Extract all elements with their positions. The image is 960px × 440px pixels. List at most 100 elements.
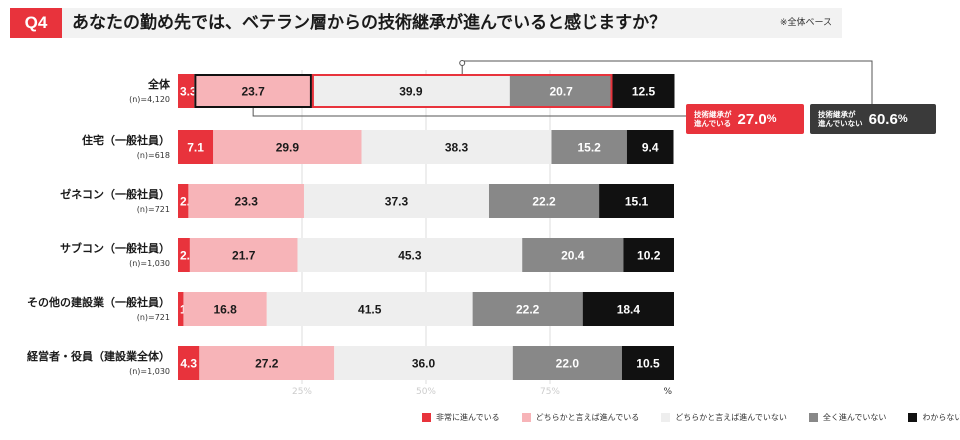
callout-not-progressing-unit: %	[897, 113, 908, 125]
data-label: 39.9	[399, 85, 423, 99]
data-label: 22.2	[532, 195, 556, 209]
connector-dot	[459, 60, 466, 66]
bar-segment	[626, 130, 674, 164]
bar-segment	[582, 292, 674, 326]
callout-not-progressing-value: 60.6	[868, 110, 898, 128]
data-label: 15.1	[625, 195, 649, 209]
bar-segment	[178, 184, 189, 218]
legend-item: わからない	[908, 412, 960, 423]
question-header: Q4 あなたの勤め先では、ベテラン層からの技術継承が進んでいると感じますか？ ※…	[10, 8, 842, 38]
question-number-badge: Q4	[10, 8, 62, 38]
data-label: 4.3	[180, 357, 197, 371]
category-label: 全体	[147, 77, 171, 91]
bar-segment	[183, 292, 267, 326]
callout-not-progressing-label: 技術継承が 進んでいない	[818, 110, 863, 128]
legend-swatch	[422, 413, 431, 422]
base-note: ※全体ベース	[779, 18, 832, 28]
data-label: 18.4	[617, 303, 641, 317]
data-label: 21.7	[232, 249, 256, 263]
category-n: (n)=1,030	[129, 259, 170, 268]
legend-swatch	[808, 413, 818, 422]
bar-segment	[334, 346, 513, 380]
data-label: 12.5	[632, 85, 656, 99]
legend-item: 非常に進んでいる	[422, 412, 500, 423]
bar-segment	[188, 184, 304, 218]
callout-progressing: 技術継承が 進んでいる 27.0 %	[686, 104, 804, 134]
bar-segment	[551, 130, 627, 164]
data-label: 36.0	[412, 357, 436, 371]
bar-segment	[189, 238, 298, 272]
category-n: (n)=721	[137, 313, 170, 322]
callout-progressing-label: 技術継承が 進んでいる	[694, 110, 732, 128]
bar-segment	[311, 74, 510, 108]
bar-segment	[512, 346, 622, 380]
bar-segment	[623, 238, 674, 272]
data-label: 20.7	[549, 85, 573, 99]
highlight-progressing	[194, 74, 312, 108]
bar-segment	[612, 74, 675, 108]
category-label: サブコン（一般社員）	[60, 241, 170, 255]
data-label: 10.2	[637, 249, 661, 263]
highlight-not-progressing	[311, 74, 613, 108]
legend-swatch	[908, 413, 918, 422]
bar-segment	[178, 74, 195, 108]
x-tick-label: 50%	[416, 387, 436, 397]
bar-segment	[488, 184, 600, 218]
question-title: あなたの勤め先では、ベテラン層からの技術継承が進んでいると感じますか？	[72, 13, 667, 33]
data-label: 16.8	[213, 303, 237, 317]
category-n: (n)=1,030	[129, 367, 170, 376]
bar-segment	[472, 292, 583, 326]
category-label: 経営者・役員（建設業全体）	[27, 349, 170, 363]
data-label: 23.7	[241, 85, 265, 99]
data-label: 20.4	[561, 249, 585, 263]
legend-label: わからない	[922, 413, 960, 422]
legend-label: どちらかと言えば進んでいない	[675, 413, 787, 422]
bar-segment	[199, 346, 335, 380]
category-label: 住宅（一般社員）	[82, 133, 170, 147]
data-label: 38.3	[445, 141, 469, 155]
bar-segment	[213, 130, 362, 164]
data-label: 41.5	[358, 303, 382, 317]
data-label: 10.5	[636, 357, 660, 371]
legend-item: どちらかと言えば進んでいる	[521, 412, 640, 423]
data-label: 9.4	[642, 141, 659, 155]
category-label: ゼネコン（一般社員）	[60, 187, 170, 201]
legend-item: 全く進んでいない	[808, 412, 886, 423]
connector-progressing	[252, 108, 686, 117]
bar-segment	[266, 292, 473, 326]
data-label: 27.2	[255, 357, 279, 371]
bar-segment	[599, 184, 674, 218]
legend-label: どちらかと言えば進んでいる	[535, 413, 640, 422]
category-label: その他の建設業（一般社員）	[27, 295, 170, 309]
callout-not-progressing: 技術継承が 進んでいない 60.6 %	[810, 104, 936, 134]
category-n: (n)=721	[137, 205, 170, 214]
bar-segment	[194, 74, 312, 108]
x-tick-label: 75%	[540, 387, 560, 397]
data-label: 7.1	[187, 141, 204, 155]
category-n: (n)=4,120	[129, 95, 170, 104]
bar-segment	[522, 238, 624, 272]
x-tick-label: 25%	[292, 387, 312, 397]
connector-not-progressing	[461, 60, 873, 104]
bar-segment	[361, 130, 552, 164]
bar-segment	[621, 346, 674, 380]
bar-segment	[178, 130, 214, 164]
bar-segment	[178, 292, 184, 326]
callout-progressing-value: 27.0	[737, 110, 767, 128]
data-label: 15.2	[578, 141, 602, 155]
legend-swatch	[661, 413, 671, 422]
data-label: 3.3	[180, 85, 197, 99]
data-label: 45.3	[398, 249, 422, 263]
chart-legend: 非常に進んでいる どちらかと言えば進んでいる どちらかと言えば進んでいない 全く進んで…	[422, 412, 960, 423]
x-unit-label: %	[663, 387, 672, 397]
data-label: 29.9	[276, 141, 300, 155]
callout-progressing-unit: %	[766, 113, 777, 125]
bar-segment	[303, 184, 489, 218]
bar-segment	[297, 238, 523, 272]
bar-segment	[178, 346, 200, 380]
data-label: 22.0	[556, 357, 580, 371]
legend-item: どちらかと言えば進んでいない	[661, 412, 787, 423]
data-label: 37.3	[385, 195, 409, 209]
bar-segment	[178, 238, 190, 272]
